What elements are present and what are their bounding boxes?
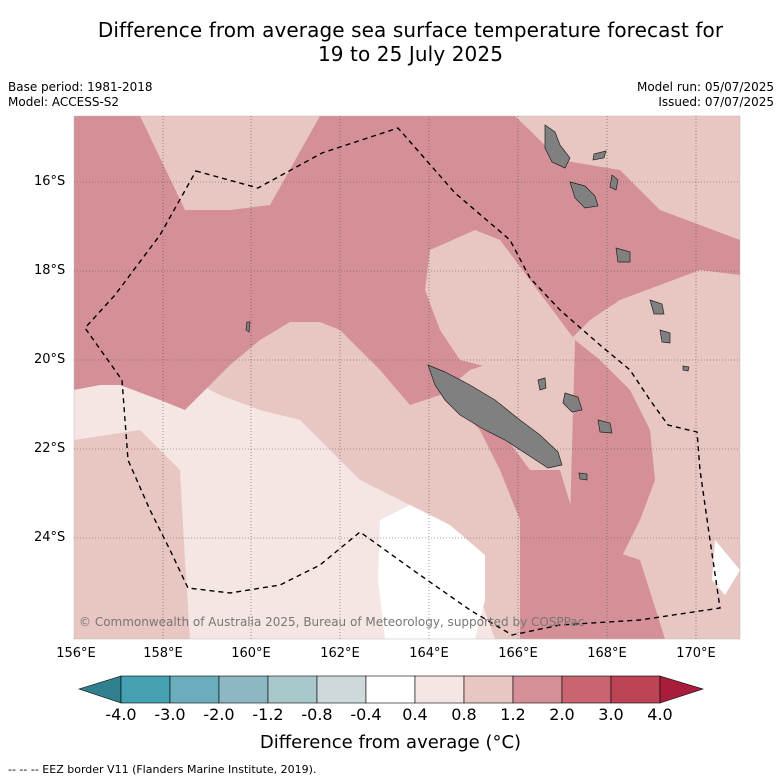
lon-label: 156°E <box>56 646 96 661</box>
colorbar-cell <box>120 675 171 704</box>
new-caledonia-island <box>427 364 563 469</box>
lon-label: 170°E <box>676 646 716 661</box>
colorbar-cell <box>218 675 269 704</box>
lon-label: 168°E <box>587 646 627 661</box>
island-efate <box>615 247 631 263</box>
island-walpole <box>578 472 588 481</box>
anomaly-neutral-patch-east <box>712 540 740 595</box>
lon-label: 162°E <box>320 646 360 661</box>
island-lifou <box>562 392 583 413</box>
island-tanna <box>649 299 665 315</box>
meta-right: Model run: 05/07/2025 Issued: 07/07/2025 <box>637 80 774 110</box>
colorbar-cells <box>120 675 661 704</box>
colorbar-tick-label: -2.0 <box>203 705 235 724</box>
model-run-text: Model run: 05/07/2025 <box>636 80 774 94</box>
colorbar-extend-left <box>78 675 122 704</box>
model-text: Model: ACCESS-S2 <box>8 95 120 109</box>
eez-legend-text: -- -- -- EEZ border V11 (Flanders Marine… <box>8 763 317 776</box>
copyright-text: © Commonwealth of Australia 2025, Bureau… <box>79 615 585 629</box>
colorbar-tick-label: 3.0 <box>598 705 624 724</box>
island-ouvea <box>537 377 547 391</box>
island-aneityum <box>659 329 671 344</box>
colorbar-cell <box>365 675 416 704</box>
lat-label: 18°S <box>34 263 66 278</box>
colorbar-cell <box>512 675 563 704</box>
colorbar-tick-label: 2.0 <box>549 705 575 724</box>
issued-text: Issued: 07/07/2025 <box>658 95 774 109</box>
title-line-1: Difference from average sea surface temp… <box>97 18 724 42</box>
island-small-1 <box>592 150 607 161</box>
island-chesterfield <box>245 321 251 333</box>
lon-label: 160°E <box>231 646 271 661</box>
island-efate-north <box>609 174 619 191</box>
colorbar-tick-label: -0.4 <box>350 705 382 724</box>
title-line-2: 19 to 25 July 2025 <box>317 42 504 66</box>
lon-label: 164°E <box>409 646 449 661</box>
island-matthew <box>682 365 690 372</box>
lat-label: 16°S <box>34 174 66 189</box>
graticule <box>74 116 740 639</box>
colorbar-tick-label: 0.4 <box>402 705 428 724</box>
colorbar-cell <box>267 675 318 704</box>
lat-label: 24°S <box>34 530 66 545</box>
anomaly-medium-strip <box>570 340 665 639</box>
colorbar-title: Difference from average (°C) <box>259 732 522 753</box>
island-espiritu-santo <box>544 124 571 169</box>
colorbar-tick-label: -0.8 <box>301 705 333 724</box>
anomaly-light-patch <box>425 230 575 390</box>
anomaly-neutral-patch <box>378 505 485 639</box>
map-border <box>73 115 741 640</box>
colorbar-extend-right <box>659 675 705 704</box>
island-malakula <box>569 181 599 209</box>
colorbar-cell <box>169 675 220 704</box>
map-title: Difference from average sea surface temp… <box>40 18 781 66</box>
landmasses <box>245 124 690 481</box>
anomaly-light-region-sw <box>74 430 190 639</box>
colorbar <box>78 675 705 704</box>
lon-label: 166°E <box>498 646 538 661</box>
lon-label: 158°E <box>143 646 183 661</box>
base-period-text: Base period: 1981-2018 <box>8 80 153 94</box>
colorbar-tick-label: -1.2 <box>252 705 284 724</box>
colorbar-cell <box>414 675 465 704</box>
colorbar-tick-label: 0.8 <box>451 705 477 724</box>
colorbar-cell <box>561 675 612 704</box>
eez-border <box>84 127 721 636</box>
colorbar-tick-label: -4.0 <box>105 705 137 724</box>
island-mare <box>597 419 613 434</box>
colorbar-tick-label: -3.0 <box>154 705 186 724</box>
colorbar-cell <box>463 675 514 704</box>
colorbar-cell <box>610 675 661 704</box>
colorbar-cell <box>316 675 367 704</box>
lat-label: 20°S <box>34 352 66 367</box>
lat-label: 22°S <box>34 441 66 456</box>
colorbar-tick-label: 1.2 <box>500 705 526 724</box>
colorbar-tick-label: 4.0 <box>647 705 673 724</box>
meta-left: Base period: 1981-2018 Model: ACCESS-S2 <box>8 80 153 110</box>
map-area <box>74 116 740 639</box>
